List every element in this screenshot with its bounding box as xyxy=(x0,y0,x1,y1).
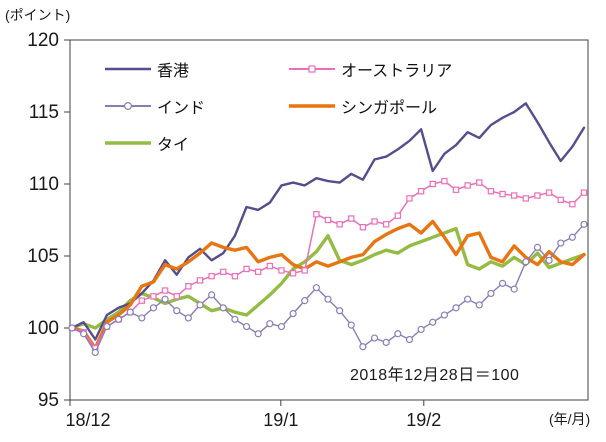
legend-line-sample-icon-australia xyxy=(289,65,335,73)
legend-item-singapore: シンガポール xyxy=(288,94,452,118)
x-axis-unit-label: (年/月) xyxy=(549,411,591,427)
legend-label-singapore: シンガポール xyxy=(341,100,438,117)
svg-text:120: 120 xyxy=(27,30,59,51)
legend-label-thailand: タイ xyxy=(157,137,190,154)
svg-text:95: 95 xyxy=(38,390,59,411)
legend-item-india: インド xyxy=(104,94,288,118)
svg-text:105: 105 xyxy=(27,246,59,267)
legend: 香港 オーストラリアインド シンガポールタイ xyxy=(104,57,452,155)
svg-text:110: 110 xyxy=(29,174,59,195)
legend-label-india: インド xyxy=(157,100,206,117)
base-date-annotation: 2018年12月28日＝100 xyxy=(350,367,520,384)
legend-label-hong-kong: 香港 xyxy=(157,63,190,80)
y-axis-unit-label: (ポイント) xyxy=(5,7,71,23)
legend-item-australia: オーストラリア xyxy=(288,57,452,81)
legend-line-sample-icon-singapore xyxy=(289,104,335,108)
svg-text:19/1: 19/1 xyxy=(263,410,298,430)
svg-text:19/2: 19/2 xyxy=(406,410,441,430)
svg-text:100: 100 xyxy=(27,318,59,339)
svg-text:18/12: 18/12 xyxy=(65,410,110,430)
legend-line-sample-icon-hong-kong xyxy=(105,67,151,71)
legend-item-hong-kong: 香港 xyxy=(104,57,288,81)
svg-text:115: 115 xyxy=(29,102,59,123)
legend-label-australia: オーストラリア xyxy=(341,63,453,80)
legend-line-sample-icon-thailand xyxy=(105,141,151,145)
legend-item-thailand: タイ xyxy=(104,131,288,155)
legend-line-sample-icon-india xyxy=(105,101,151,111)
